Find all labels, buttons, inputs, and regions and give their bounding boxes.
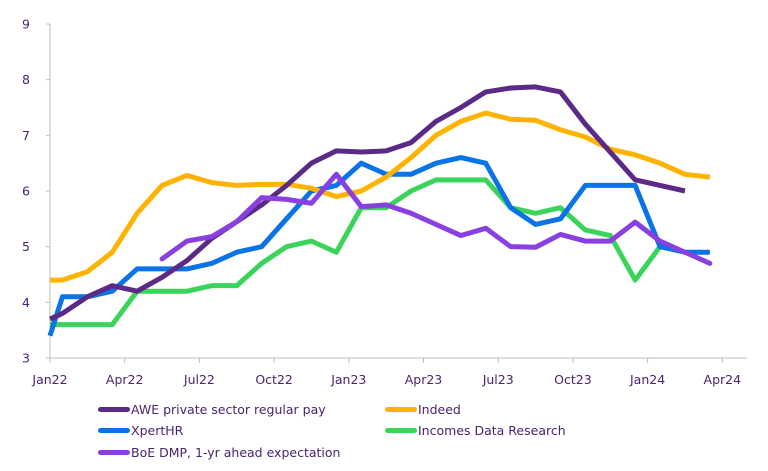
series-lines [47,84,713,337]
x-tick-label: Apr22 [106,372,144,387]
legend-item-idr: Incomes Data Research [385,423,566,438]
legend-swatch-boe-dmp [98,450,130,455]
y-tick-label: 7 [22,128,30,143]
x-tick-label: Oct22 [255,372,293,387]
legend-label-xperthr: XpertHR [131,423,184,438]
legend-label-idr: Incomes Data Research [418,423,566,438]
y-tick-label: 3 [22,351,30,366]
x-tick-label: Oct23 [554,372,592,387]
x-axis: Jan22 Apr22 Jul22 Oct22 Jan23 Apr23 Jul23 Oct23… [31,357,747,387]
y-axis: 3 4 5 6 7 8 9 [22,17,51,366]
x-tick-label: Jan22 [31,372,67,387]
series-line-xperthr [47,155,710,337]
y-tick-label: 8 [22,72,30,87]
legend-item-xperthr: XpertHR [98,423,183,438]
legend-label-boe-dmp: BoE DMP, 1-yr ahead expectation [131,445,341,460]
legend-swatch-awe [98,407,130,412]
x-tick-label: Apr24 [704,372,742,387]
legend-label-awe: AWE private sector regular pay [131,402,326,417]
legend-item-indeed: Indeed [385,402,461,417]
y-tick-label: 4 [22,295,30,310]
x-tick-label: Jul22 [183,372,215,387]
legend-swatch-idr [385,428,417,433]
series-line-indeed [50,110,711,283]
legend-swatch-xperthr [98,428,130,433]
series-line-awe [48,84,686,322]
y-tick-label: 9 [22,17,30,32]
x-tick-label: Jan24 [629,372,665,387]
x-tick-label: Jul23 [482,372,514,387]
legend-label-indeed: Indeed [418,402,461,417]
legend-item-boe-dmp: BoE DMP, 1-yr ahead expectation [98,445,340,460]
x-tick-label: Apr23 [405,372,443,387]
x-tick-label: Jan23 [330,372,366,387]
y-tick-label: 6 [22,184,30,199]
legend-swatch-indeed [385,407,417,412]
y-tick-label: 5 [22,239,30,254]
line-chart: 3 4 5 6 7 8 9 Jan22 Apr22 Jul22 Oct22 Jan23 Apr23 Ju… [22,17,747,387]
legend-item-awe: AWE private sector regular pay [98,402,326,417]
series-line-boe-dmp [159,171,713,266]
